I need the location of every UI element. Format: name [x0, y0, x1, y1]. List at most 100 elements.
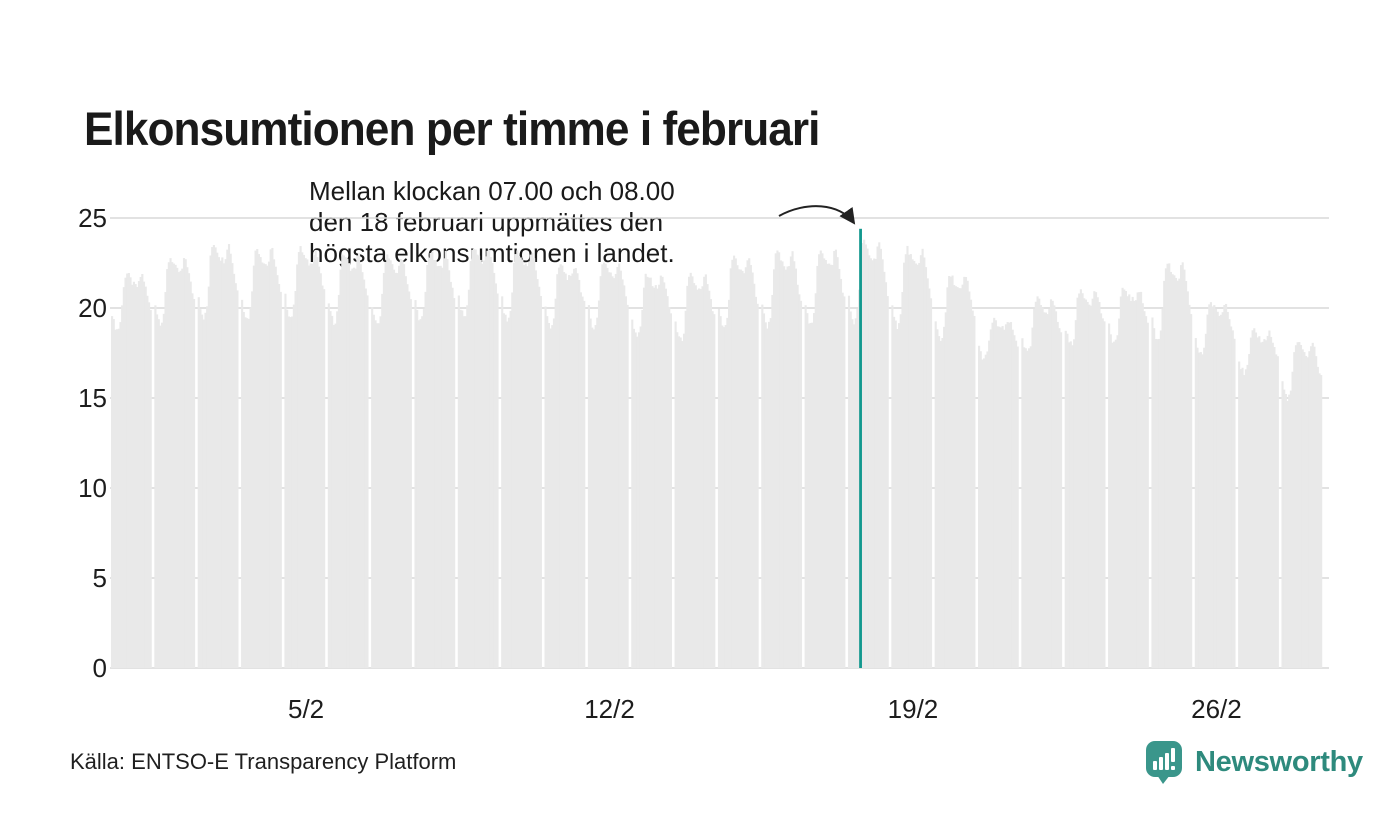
hour-bar: [306, 259, 309, 668]
hour-bar: [1196, 347, 1199, 668]
hour-bar: [828, 263, 831, 668]
hour-bar: [241, 299, 244, 668]
hour-bar: [1315, 356, 1318, 668]
y-tick-label: 20: [78, 293, 107, 323]
hour-bar: [998, 326, 1001, 668]
hour-bar: [461, 310, 464, 668]
hour-bar: [766, 328, 769, 668]
hour-bar: [569, 275, 572, 668]
hour-bar: [398, 265, 401, 668]
newsworthy-wordmark: Newsworthy: [1195, 746, 1363, 778]
hour-bar: [516, 250, 519, 669]
hour-bar: [1016, 346, 1019, 668]
hour-bar: [214, 247, 217, 668]
hour-bar: [668, 307, 671, 668]
hour-bar: [596, 317, 599, 668]
hour-bar: [1114, 339, 1117, 668]
hour-bar: [806, 313, 809, 668]
hour-bar: [1041, 307, 1044, 668]
hour-bar: [954, 286, 957, 668]
hour-bar: [202, 319, 205, 668]
hour-bar: [1320, 375, 1323, 668]
hour-bar: [302, 254, 306, 668]
hour-bar: [978, 345, 981, 668]
hour-bar: [644, 273, 647, 668]
hour-bar: [819, 250, 822, 669]
hour-bar: [321, 285, 324, 668]
hour-bar: [222, 263, 226, 668]
hour-bar: [1199, 352, 1202, 668]
y-tick-label: 0: [92, 653, 107, 683]
hour-bar: [1209, 302, 1213, 668]
hour-bar: [517, 255, 521, 668]
hour-bar: [352, 267, 356, 668]
hour-bar: [457, 295, 460, 668]
y-tick-label: 10: [78, 473, 107, 503]
hour-bar: [1270, 336, 1273, 668]
hour-bar: [142, 281, 146, 668]
hour-bar: [741, 270, 744, 668]
hour-bar: [856, 308, 859, 668]
hour-bar: [141, 273, 144, 668]
hour-bar: [437, 265, 441, 668]
hour-bar: [471, 249, 474, 668]
hour-bar: [1138, 292, 1141, 668]
hour-bar: [788, 266, 791, 668]
hour-bar: [287, 316, 290, 668]
hour-bar: [216, 252, 219, 668]
hour-bar: [1164, 268, 1167, 668]
hour-bar: [1256, 337, 1259, 668]
hour-bar: [292, 304, 295, 668]
hour-bar: [1161, 308, 1164, 668]
hour-bar: [751, 272, 754, 668]
hour-bar: [334, 323, 337, 668]
hour-bar: [578, 279, 581, 668]
hour-bar: [274, 266, 277, 668]
hour-bar: [1141, 303, 1144, 668]
hour-bar: [756, 303, 759, 668]
hour-bar: [1169, 271, 1173, 668]
hour-bar: [1158, 338, 1161, 668]
hour-bar: [1121, 287, 1124, 668]
hour-bar: [217, 257, 221, 668]
hour-bar: [1313, 346, 1316, 668]
hour-bar: [284, 293, 287, 668]
hour-bar: [483, 260, 486, 668]
hour-bar: [748, 258, 751, 668]
hour-bar: [896, 329, 899, 668]
hour-bar: [534, 270, 537, 668]
hour-bar: [799, 300, 803, 668]
hour-bar: [592, 329, 596, 668]
hour-bar: [252, 265, 255, 668]
hour-bar: [1009, 322, 1013, 668]
hour-bar: [724, 325, 727, 668]
hour-bar: [1239, 369, 1242, 668]
hour-bar: [874, 258, 877, 668]
hour-bar: [177, 272, 181, 668]
hour-bar: [197, 297, 200, 668]
hour-bar: [1038, 298, 1041, 668]
hour-bar: [694, 285, 697, 668]
hour-bar: [606, 267, 609, 668]
hour-bar: [886, 296, 889, 668]
hour-bar: [969, 299, 973, 668]
hour-bar: [453, 298, 456, 668]
hour-bar: [448, 270, 451, 668]
hour-bar: [1129, 300, 1133, 668]
hour-bar: [1051, 300, 1054, 668]
hour-bar: [1163, 280, 1166, 668]
hour-bar: [963, 276, 966, 668]
hour-bar: [207, 286, 210, 668]
hour-bar: [1243, 375, 1246, 668]
hour-bar: [406, 284, 409, 668]
hour-bar: [781, 261, 784, 668]
hour-bar: [344, 257, 347, 668]
hour-bar: [206, 306, 209, 668]
hour-bar: [639, 326, 642, 668]
hour-bar: [484, 256, 487, 668]
hour-bar: [501, 296, 504, 668]
hour-bar: [301, 252, 304, 668]
hour-bar: [229, 253, 232, 669]
hour-bar: [986, 351, 989, 668]
hour-bar: [841, 292, 844, 668]
